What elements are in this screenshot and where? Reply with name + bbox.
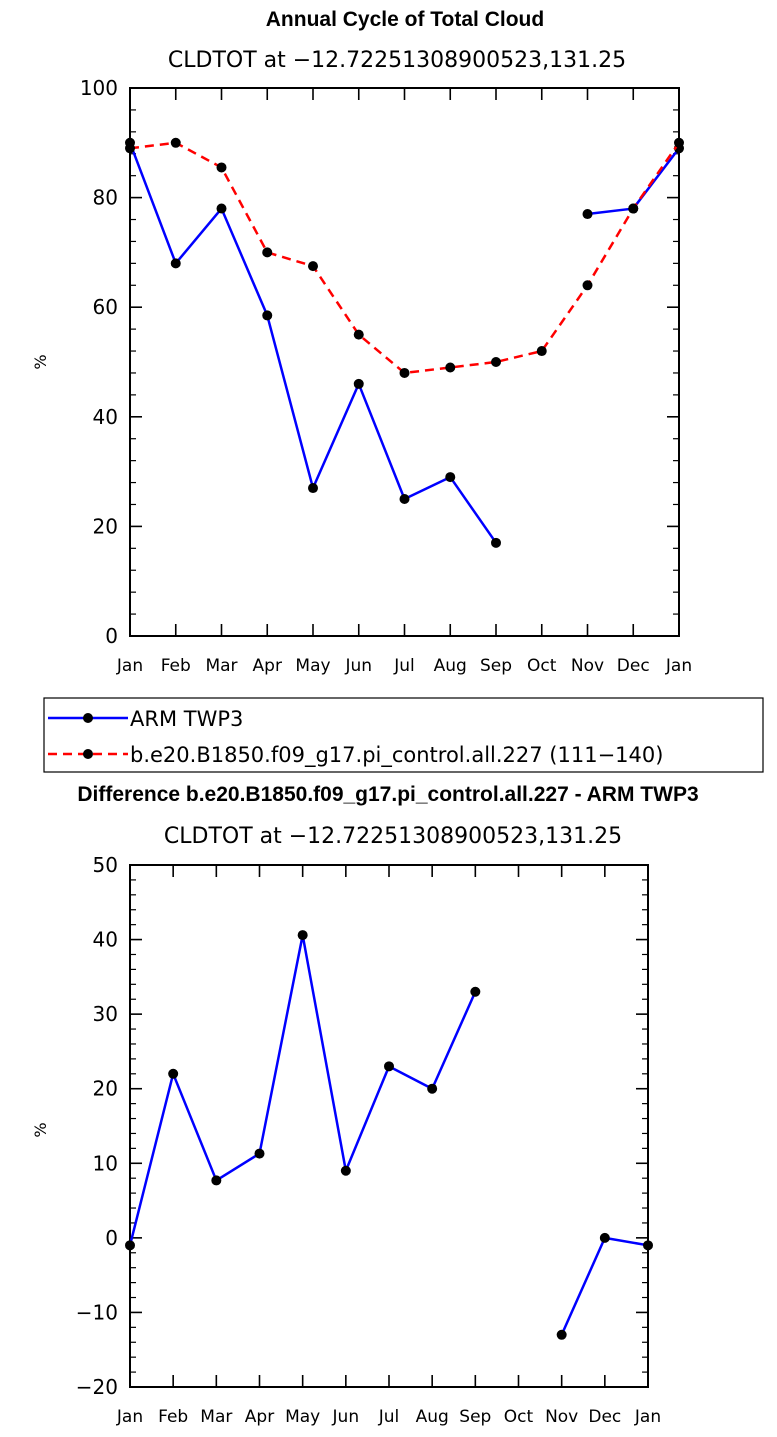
chart1-series-point — [170, 258, 181, 269]
chart2-ytick-label: 40 — [93, 928, 118, 952]
chart1-xtick-label: Aug — [434, 656, 467, 676]
chart1-series-point — [445, 472, 456, 483]
chart1-series-point — [536, 346, 547, 357]
chart1-series-point — [170, 137, 181, 148]
chart1-xtick-label: Jun — [344, 656, 372, 676]
chart1-series-point — [216, 162, 227, 173]
chart2-series-point — [211, 1175, 222, 1186]
chart1-series-line — [128, 142, 498, 544]
chart2-ytick-label: −20 — [76, 1375, 118, 1399]
chart1-series-point — [353, 329, 364, 340]
chart1-series-point — [582, 209, 593, 220]
chart1-series-line — [129, 141, 681, 375]
chart1-xtick-label: Mar — [205, 656, 237, 676]
chart1-legend: ARM TWP3 b.e20.B1850.f09_g17.pi_control.… — [43, 697, 764, 773]
chart2-plot: −20 −10 0 10 20 30 40 50 Jan Feb Mar Apr May Jun Jul Au… — [76, 853, 661, 1427]
chart2-series-point — [599, 1232, 610, 1243]
chart1-xtick-label: Jul — [393, 656, 415, 676]
chart1-series-point — [216, 203, 227, 214]
chart2-series-line — [560, 1236, 649, 1336]
legend-label-model: b.e20.B1850.f09_g17.pi_control.all.227 (… — [130, 743, 663, 768]
legend-marker-arm — [83, 713, 93, 723]
chart1-xtick-label: Feb — [161, 656, 191, 676]
chart2-xtick-label: Jun — [332, 1407, 360, 1427]
chart1-subtitle: CLDTOT at −12.72251308900523,131.25 — [168, 48, 626, 73]
chart2-xtick-label: Aug — [416, 1407, 449, 1427]
chart1-ylabel: % — [31, 354, 50, 369]
chart2-series-point — [643, 1240, 653, 1251]
chart1-ytick-label: 60 — [93, 295, 118, 319]
chart2-series-point — [168, 1068, 179, 1079]
chart1-series-point — [399, 367, 410, 378]
chart1-xtick-label: Jan — [116, 656, 143, 676]
chart2-series-point — [470, 986, 481, 997]
chart2-series-point — [556, 1329, 567, 1340]
chart2-ytick-label: 10 — [93, 1151, 118, 1175]
chart1-series-point — [308, 261, 318, 272]
chart1-series-point — [582, 280, 593, 291]
chart2-xtick-label: Apr — [245, 1407, 274, 1427]
chart2-xtick-label: Jan — [116, 1407, 143, 1427]
chart2-ylabel: % — [31, 1122, 50, 1137]
chart2-xtick-label: Nov — [545, 1407, 578, 1427]
chart1-ytick-label: 0 — [105, 624, 118, 648]
chart2-ytick-label: 50 — [93, 853, 118, 877]
chart2-ytick-label: 20 — [93, 1077, 118, 1101]
chart1-ytick-label: 40 — [93, 405, 118, 429]
chart2-series-point — [297, 930, 308, 941]
chart1-series-point — [399, 494, 410, 504]
chart2-frame — [129, 864, 649, 1388]
chart2-ytick-label: −10 — [76, 1300, 118, 1324]
chart2-series-line — [128, 933, 477, 1246]
chart1-xtick-label: Apr — [253, 656, 282, 676]
chart2-xtick-label: Feb — [158, 1407, 188, 1427]
chart2-xtick-label: Dec — [588, 1407, 621, 1427]
chart1-series-point — [628, 203, 639, 214]
chart2-xtick-label: Jul — [378, 1407, 400, 1427]
legend-box — [43, 697, 764, 773]
chart1-series-point — [308, 483, 318, 494]
chart2-xtick-label: Jan — [634, 1407, 661, 1427]
chart2-xtick-label: Oct — [504, 1407, 534, 1427]
chart1-series-point — [674, 137, 684, 148]
chart1-xtick-label: Oct — [527, 656, 557, 676]
chart1-xtick-label: Dec — [617, 656, 650, 676]
chart1-plot: 0 20 40 60 80 100 Jan Feb Mar Apr May Jun Jul Aug Sep O… — [80, 76, 692, 676]
chart2-title: Difference b.e20.B1850.f09_g17.pi_contro… — [77, 783, 698, 806]
chart1-series-point — [262, 247, 273, 258]
chart1-ytick-label: 100 — [80, 76, 118, 100]
chart1-xtick-label: Nov — [571, 656, 604, 676]
chart1-ytick-label: 80 — [93, 186, 118, 210]
chart1-series-point — [125, 143, 135, 154]
chart2-xtick-label: Sep — [459, 1407, 491, 1427]
chart2-series-point — [340, 1165, 351, 1176]
chart2-xtick-label: Mar — [200, 1407, 232, 1427]
chart1-series-point — [353, 378, 364, 389]
legend-marker-model — [83, 749, 93, 759]
chart1-title: Annual Cycle of Total Cloud — [266, 8, 544, 31]
chart2-series-point — [125, 1240, 135, 1251]
chart1-series-point — [491, 537, 501, 548]
chart2-series-point — [427, 1083, 438, 1094]
chart2-xtick-label: May — [285, 1407, 320, 1427]
chart1-xtick-label: May — [295, 656, 330, 676]
chart2-ytick-label: 30 — [93, 1002, 118, 1026]
chart2-ytick-label: 0 — [105, 1226, 118, 1250]
chart1-series-point — [491, 357, 501, 367]
chart1-frame — [129, 87, 680, 637]
chart2-series-point — [384, 1061, 394, 1072]
chart1-xtick-label: Sep — [480, 656, 512, 676]
chart1-ytick-label: 20 — [93, 514, 118, 538]
chart1-series-point — [445, 362, 456, 373]
chart2-series-point — [254, 1148, 265, 1159]
legend-label-arm: ARM TWP3 — [130, 707, 243, 731]
chart1-xtick-label: Jan — [665, 656, 692, 676]
chart2-subtitle: CLDTOT at −12.72251308900523,131.25 — [164, 824, 622, 849]
chart1-series-point — [262, 310, 273, 321]
